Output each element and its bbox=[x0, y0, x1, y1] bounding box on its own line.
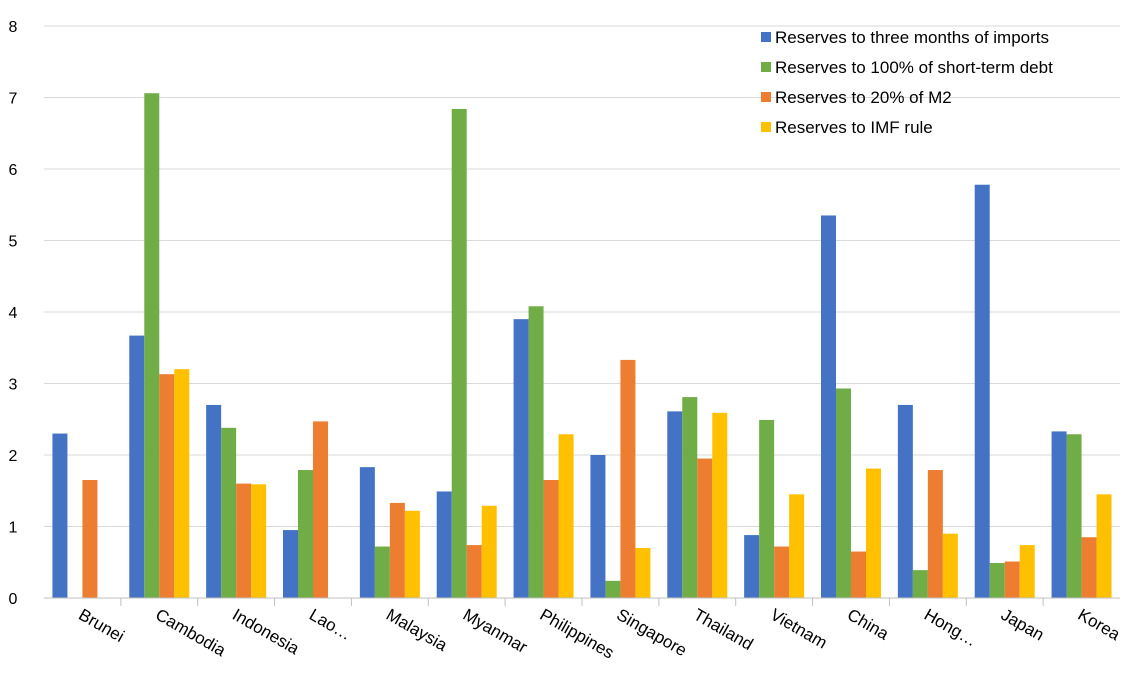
bar bbox=[667, 411, 682, 598]
bar bbox=[1020, 545, 1035, 598]
bar bbox=[744, 535, 759, 598]
bar bbox=[298, 470, 313, 598]
bar bbox=[821, 215, 836, 598]
y-tick-labels: 0 1 2 3 4 5 6 7 8 bbox=[9, 19, 18, 608]
bar bbox=[437, 491, 452, 598]
x-category-label: Indonesia bbox=[229, 605, 303, 659]
bar bbox=[390, 503, 405, 598]
x-category-label: Thailand bbox=[690, 605, 756, 654]
x-category-label: Japan bbox=[998, 605, 1048, 645]
bar bbox=[913, 570, 928, 598]
x-category-label: Korea bbox=[1075, 605, 1124, 644]
bar bbox=[360, 467, 375, 598]
bar bbox=[712, 413, 727, 598]
bar bbox=[52, 434, 67, 598]
legend-label: Reserves to 20% of M2 bbox=[775, 88, 952, 107]
x-category-label: China bbox=[844, 605, 892, 644]
bar bbox=[928, 470, 943, 598]
bar bbox=[375, 547, 390, 598]
y-tick-label: 6 bbox=[9, 162, 18, 179]
bar bbox=[467, 545, 482, 598]
bar bbox=[866, 469, 881, 598]
bar bbox=[206, 405, 221, 598]
y-tick-label: 0 bbox=[9, 591, 18, 608]
x-category-label: Cambodia bbox=[152, 605, 229, 660]
legend-swatch bbox=[761, 62, 771, 72]
bar bbox=[544, 480, 559, 598]
bar bbox=[405, 511, 420, 598]
bar bbox=[975, 185, 990, 598]
bar bbox=[452, 109, 467, 598]
bar bbox=[159, 374, 174, 598]
bar bbox=[590, 455, 605, 598]
x-category-labels: Brunei Cambodia Indonesia Lao… Malaysia Myanm… bbox=[75, 605, 1123, 663]
bar bbox=[635, 548, 650, 598]
y-tick-label: 8 bbox=[9, 19, 18, 36]
y-tick-label: 4 bbox=[9, 305, 18, 322]
bar bbox=[482, 506, 497, 598]
bar bbox=[682, 397, 697, 598]
legend-label: Reserves to 100% of short-term debt bbox=[775, 58, 1053, 77]
bar bbox=[851, 552, 866, 598]
bar bbox=[898, 405, 913, 598]
y-tick-label: 2 bbox=[9, 448, 18, 465]
x-category-label: Hong… bbox=[921, 605, 980, 650]
gridlines bbox=[44, 26, 1120, 527]
bar bbox=[990, 563, 1005, 598]
bar bbox=[1097, 494, 1112, 598]
x-category-label: Myanmar bbox=[460, 605, 531, 657]
legend-label: Reserves to three months of imports bbox=[775, 28, 1049, 47]
bar bbox=[559, 434, 574, 598]
bar bbox=[174, 369, 189, 598]
bar bbox=[697, 459, 712, 598]
bar bbox=[1005, 562, 1020, 598]
legend-swatch bbox=[761, 32, 771, 42]
y-tick-label: 7 bbox=[9, 91, 18, 108]
bar bbox=[82, 480, 97, 598]
y-tick-label: 3 bbox=[9, 377, 18, 394]
x-category-label: Vietnam bbox=[767, 605, 830, 652]
bars bbox=[52, 93, 1111, 606]
bar bbox=[313, 421, 328, 598]
bar bbox=[236, 484, 251, 598]
bar bbox=[943, 534, 958, 598]
y-tick-label: 1 bbox=[9, 520, 18, 537]
bar bbox=[221, 428, 236, 598]
bar bbox=[759, 420, 774, 598]
x-category-label: Lao… bbox=[306, 605, 355, 644]
bar bbox=[774, 547, 789, 598]
bar bbox=[1052, 431, 1067, 598]
x-category-label: Philippines bbox=[537, 605, 618, 663]
x-category-label: Singapore bbox=[613, 605, 690, 660]
bar bbox=[144, 93, 159, 598]
legend-swatch bbox=[761, 92, 771, 102]
legend: Reserves to three months of imports Reser… bbox=[761, 28, 1053, 137]
bar bbox=[789, 494, 804, 598]
bar bbox=[529, 306, 544, 598]
legend-swatch bbox=[761, 122, 771, 132]
bar bbox=[283, 530, 298, 598]
bar bbox=[1067, 434, 1082, 598]
x-category-label: Malaysia bbox=[383, 605, 451, 655]
x-category-label: Brunei bbox=[75, 605, 127, 646]
bar bbox=[836, 389, 851, 598]
legend-label: Reserves to IMF rule bbox=[775, 118, 933, 137]
bar bbox=[620, 360, 635, 598]
y-tick-label: 5 bbox=[9, 234, 18, 251]
bar bbox=[514, 319, 529, 598]
bar bbox=[605, 581, 620, 598]
bar bbox=[129, 336, 144, 598]
bar bbox=[251, 484, 266, 598]
bar bbox=[1082, 537, 1097, 598]
